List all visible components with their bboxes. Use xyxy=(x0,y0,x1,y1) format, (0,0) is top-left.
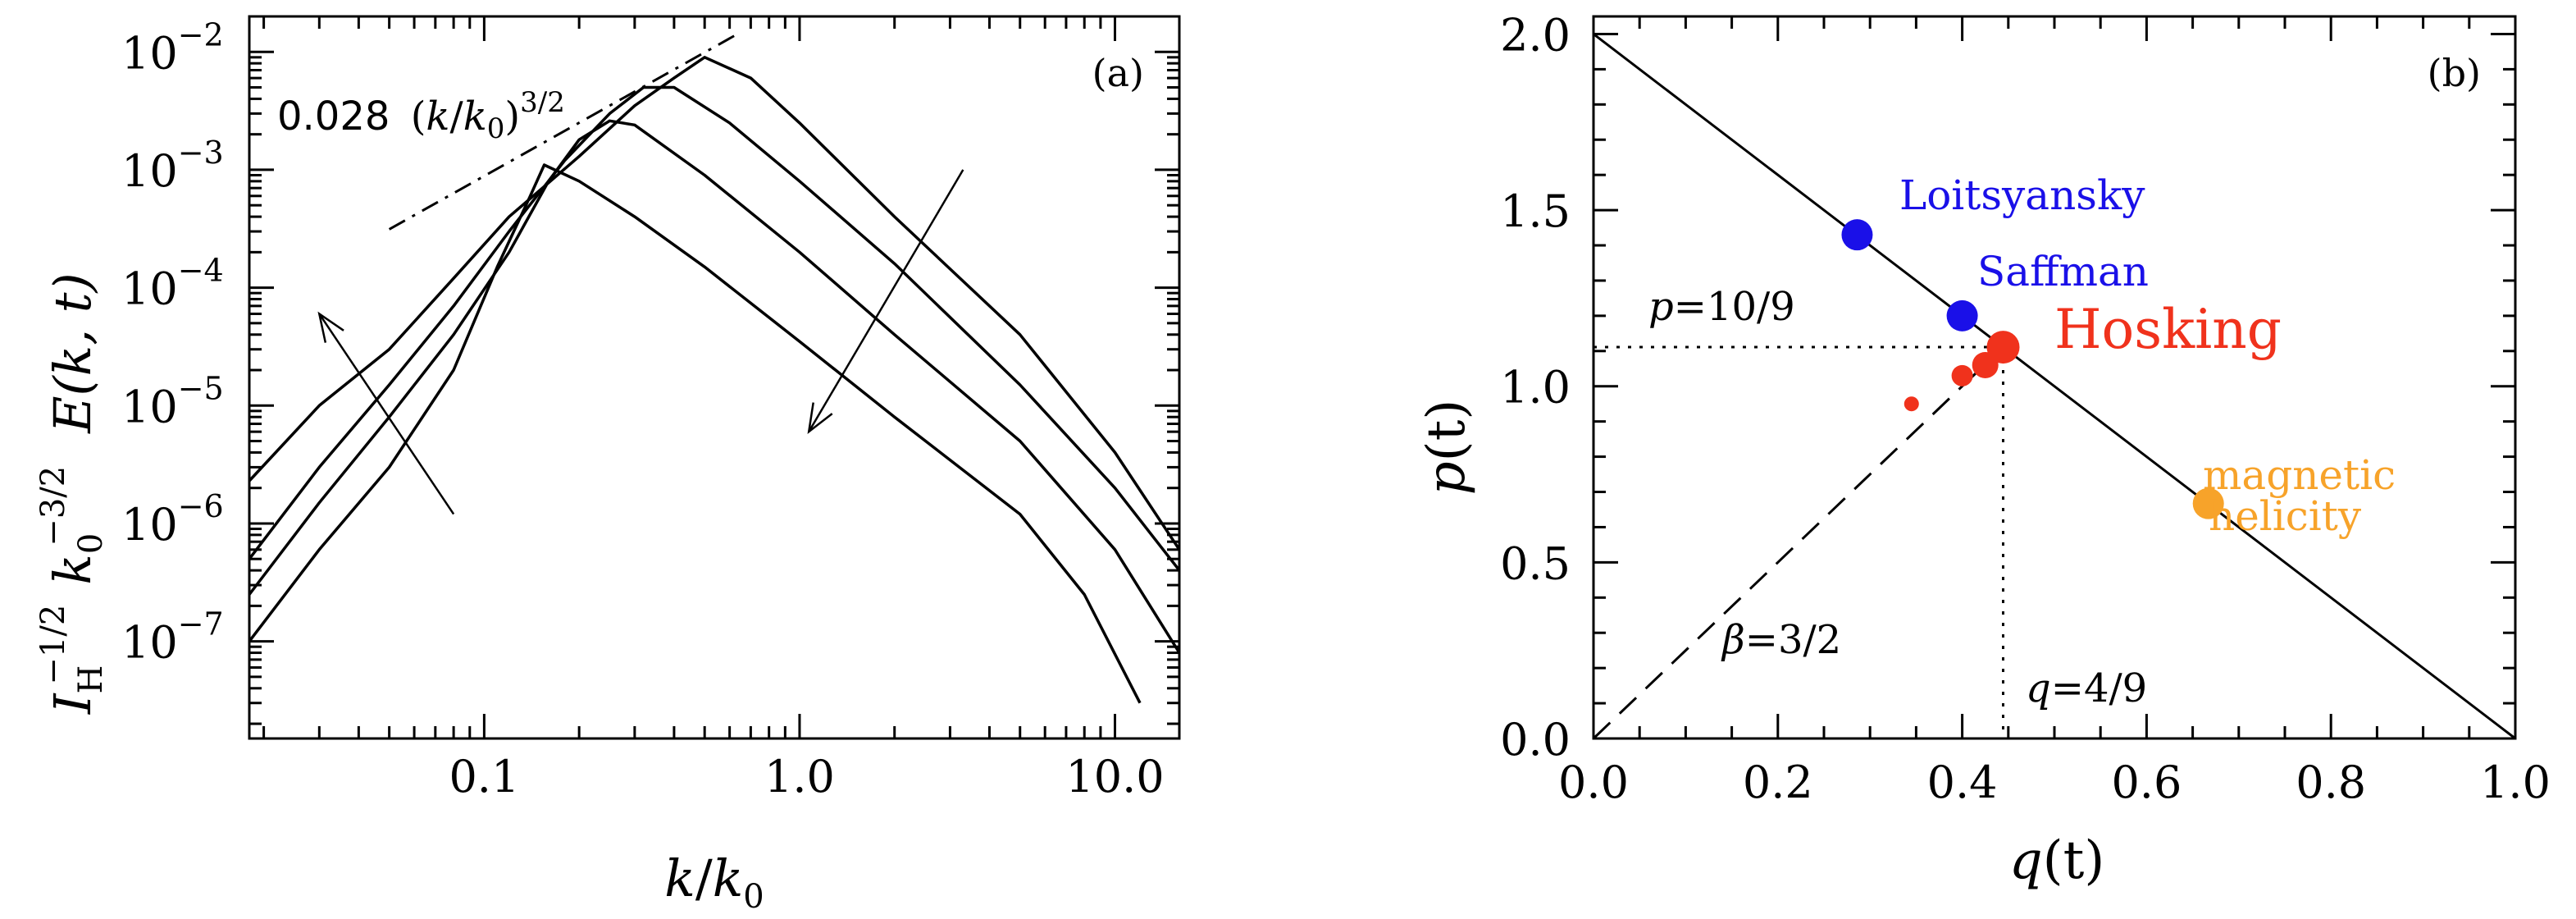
y-tick-label: 1.0 xyxy=(1500,362,1571,414)
panel-b-ylabel: p(t) xyxy=(1416,400,1477,496)
fit-line-label: 0.028 (k/k0)3/2 xyxy=(277,86,565,145)
y-tick-label: 10−4 xyxy=(121,253,224,315)
label-helicity: helicity xyxy=(2209,492,2362,540)
point-loitsyansky xyxy=(1841,219,1873,251)
y-tick-label: 10−3 xyxy=(121,135,224,197)
line-beta xyxy=(1592,345,2004,740)
panel-a-frame xyxy=(248,15,1181,740)
panel-b-xlabel: q(t) xyxy=(2009,830,2105,891)
x-tick-label: 0.8 xyxy=(2296,757,2366,808)
spectrum-curve-3 xyxy=(248,85,1181,572)
x-tick-label: 1.0 xyxy=(2480,757,2551,808)
label-magnetic: magnetic xyxy=(2203,451,2396,499)
fit-dashdot-line xyxy=(388,31,741,231)
point-magnetic-helicity xyxy=(2192,487,2224,519)
panel-a: 0.1 1.0 10.0 10−7 10−6 10−5 10−4 10−3 10−2 (a) 0… xyxy=(34,15,1181,916)
fit-coef: 0.028 xyxy=(277,94,390,139)
fit-k0: k xyxy=(463,94,487,139)
panel-b-label: (b) xyxy=(2428,51,2481,95)
x-tick-label: 0.6 xyxy=(2111,757,2182,808)
spectrum-curve-2 xyxy=(248,119,1181,654)
panel-b-ticks: 0.0 0.2 0.4 0.6 0.8 1.0 0.0 0.5 1.0 1.5 2.0 xyxy=(1500,9,2551,808)
y-tick-label: 10−5 xyxy=(121,370,224,432)
panel-b-points xyxy=(1841,219,2224,519)
guide-p-label: p=10/9 xyxy=(1648,284,1795,330)
fit-exp: 3/2 xyxy=(520,86,565,119)
x-tick-label: 1.0 xyxy=(764,751,835,802)
spectrum-curve-4 xyxy=(248,56,1181,551)
guide-q-label: q=4/9 xyxy=(2026,665,2147,711)
arrow-shaft-2 xyxy=(808,169,964,432)
y-tick-label: 0.0 xyxy=(1500,714,1571,766)
y-tick-label: 1.5 xyxy=(1500,185,1571,237)
y-tick-label: 10−7 xyxy=(121,606,224,669)
label-loitsyansky: Loitsyansky xyxy=(1899,171,2145,219)
x-tick-label: 10.0 xyxy=(1065,751,1164,802)
x-tick-label: 0.1 xyxy=(449,751,519,802)
panel-a-ticks: 0.1 1.0 10.0 10−7 10−6 10−5 10−4 10−3 10−2 xyxy=(121,15,1179,802)
point-hosking xyxy=(1986,331,2020,364)
label-saffman: Saffman xyxy=(1977,248,2149,295)
point-saffman xyxy=(1946,299,1978,331)
panel-a-curves xyxy=(248,56,1181,704)
panel-a-xlabel: k/k0 xyxy=(664,848,764,916)
panel-a-fit-line xyxy=(388,31,741,231)
y-tick-label: 2.0 xyxy=(1500,9,1571,61)
fit-k: k xyxy=(426,94,449,139)
spectrum-curve-1 xyxy=(248,163,1142,704)
panel-a-ylabel: IH−1/2k0−3/2E(k, t) xyxy=(34,272,110,715)
y-tick-label: 10−6 xyxy=(121,488,224,551)
fit-k0-sub: 0 xyxy=(487,112,505,145)
hosking-track-point xyxy=(1951,364,1973,386)
arrow-head-2 xyxy=(807,402,833,435)
beta-label: β=3/2 xyxy=(1721,617,1841,663)
panel-a-label: (a) xyxy=(1092,51,1144,95)
panel-a-arrows xyxy=(317,169,964,515)
label-hosking: Hosking xyxy=(2054,298,2282,361)
arrow-shaft-1 xyxy=(318,313,455,515)
x-tick-label: 0.2 xyxy=(1743,757,1813,808)
x-tick-label: 0.4 xyxy=(1927,757,1998,808)
line-p-plus-2q xyxy=(1593,33,2516,740)
x-tick-label: 0.0 xyxy=(1558,757,1629,808)
arrow-head-1 xyxy=(317,311,344,343)
hosking-track-point xyxy=(1904,396,1919,412)
y-tick-label: 10−2 xyxy=(121,16,224,79)
panel-b-lines xyxy=(1592,33,2516,740)
panel-b: 0.0 0.2 0.4 0.6 0.8 1.0 0.0 0.5 1.0 1.5 2.0 (b) p=… xyxy=(1416,9,2551,891)
y-tick-label: 0.5 xyxy=(1500,537,1571,589)
